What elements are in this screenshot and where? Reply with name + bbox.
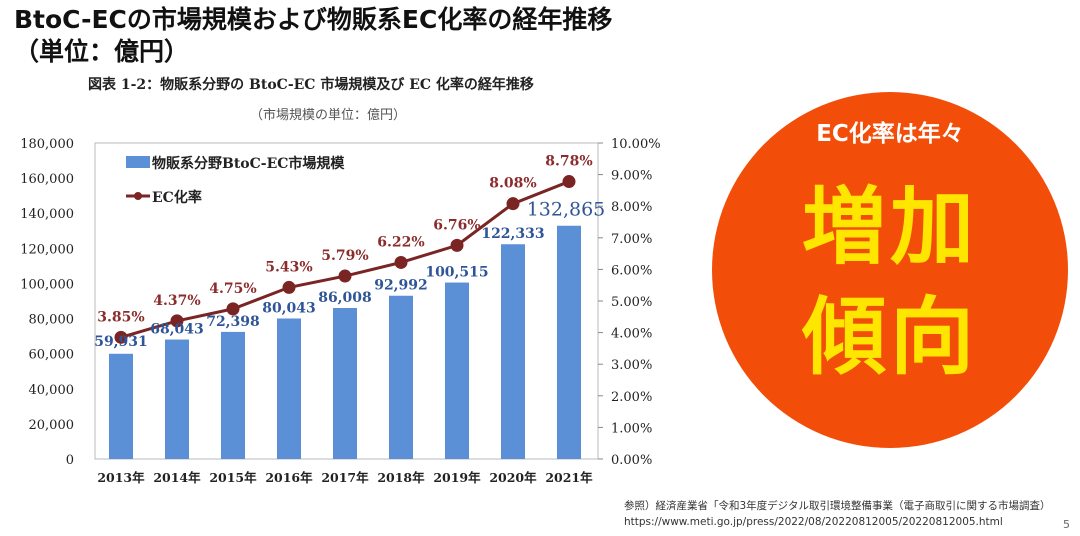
ec-rate-point [226,302,240,316]
line-data-label: 8.78% [545,154,592,170]
ec-rate-point [394,255,408,269]
bar [333,308,357,459]
bar-data-label: 80,043 [262,300,316,316]
bar-data-label: 68,043 [150,322,204,338]
bar-data-label: 132,865 [527,199,606,221]
bar-data-label: 100,515 [425,265,488,281]
legend-bar-swatch [126,156,150,168]
y-right-tick: 1.00% [611,421,652,436]
x-tick: 2015年 [209,470,257,485]
ec-rate-point [338,269,352,283]
x-tick: 2017年 [321,470,369,485]
slide-title: BtoC-ECの市場規模および物販系EC化率の経年推移 （単位：億円） [14,4,612,68]
y-left-tick: 20,000 [29,418,75,433]
line-data-label: 5.79% [321,248,368,264]
y-left-tick: 160,000 [20,172,74,187]
ec-rate-point [170,314,184,328]
x-tick: 2020年 [489,470,537,485]
y-right-tick: 2.00% [611,390,652,405]
line-data-label: 3.85% [97,309,144,325]
y-right-tick: 9.00% [611,169,652,184]
title-line-2: （単位：億円） [14,37,190,66]
y-right-tick: 0.00% [611,453,652,468]
y-right-tick: 7.00% [611,232,652,247]
legend-line-label: EC化率 [152,189,202,206]
bar [109,353,133,459]
callout-subtext: EC化率は年々 [816,121,964,147]
bar [445,282,469,459]
line-data-label: 4.75% [209,281,256,297]
chart-subtitle: （市場規模の単位：億円） [250,108,407,123]
line-data-label: 6.76% [433,217,480,233]
legend-line-marker [134,192,142,200]
bar-data-label: 59,931 [94,334,148,350]
bar-data-label: 122,333 [481,226,544,242]
callout-line-1: 増加 [801,178,978,276]
ec-rate-point [450,238,464,252]
y-right-tick: 8.00% [611,200,652,215]
y-left-tick: 120,000 [20,242,74,257]
y-left-tick: 100,000 [20,277,74,292]
line-data-label: 5.43% [265,259,312,275]
y-right-tick: 6.00% [611,263,652,278]
chart: 0 20,000 40,000 60,000 80,000 100,000 120,000 1… [20,137,661,485]
line-data-label: 4.37% [153,293,200,309]
x-tick: 2018年 [377,470,425,485]
bar [389,295,413,459]
y-left-tick: 40,000 [29,383,75,398]
bar-data-label: 92,992 [374,278,428,294]
bar [165,339,189,459]
ec-rate-point [282,280,296,294]
bar [557,225,581,459]
y-right-tick: 5.00% [611,295,652,310]
ec-rate-point [114,330,128,344]
line-data-label: 6.22% [377,234,424,250]
x-tick: 2021年 [545,470,593,485]
source-note: 参照）経済産業省「令和3年度デジタル取引環境整備事業（電子商取引に関する市場調査… [624,498,1050,530]
callout-circle: EC化率は年々 増加 傾向 [712,92,1068,448]
ec-rate-point [562,175,576,189]
y-left-tick: 0 [66,453,74,468]
x-tick: 2014年 [153,470,201,485]
line-data-label: 8.08% [489,176,536,192]
source-url[interactable]: https://www.meti.go.jp/press/2022/08/202… [624,516,1003,528]
x-tick: 2013年 [97,470,145,485]
callout-line-2: 傾向 [801,288,978,386]
title-line-1: BtoC-ECの市場規模および物販系EC化率の経年推移 [14,5,613,34]
bar [221,331,245,459]
x-tick: 2019年 [433,470,481,485]
x-tick: 2016年 [265,470,313,485]
bar [277,318,301,459]
source-text: 参照）経済産業省「令和3年度デジタル取引環境整備事業（電子商取引に関する市場調査… [624,500,1051,512]
bar-data-label: 86,008 [318,290,372,306]
y-right-tick: 4.00% [611,327,652,342]
y-right-tick: 10.00% [611,137,661,152]
ec-rate-point [506,197,520,211]
bar-data-label: 72,398 [206,314,260,330]
page-number: 5 [1063,518,1070,531]
y-left-tick: 140,000 [20,207,74,222]
y-left-tick: 180,000 [20,137,74,152]
legend-bar-label: 物販系分野BtoC-EC市場規模 [152,155,345,172]
bar [501,244,525,459]
y-left-tick: 80,000 [29,313,75,328]
y-right-tick: 3.00% [611,358,652,373]
y-left-tick: 60,000 [29,348,75,363]
chart-title: 図表 1-2：物販系分野の BtoC-EC 市場規模及び EC 化率の経年推移 [88,77,534,93]
